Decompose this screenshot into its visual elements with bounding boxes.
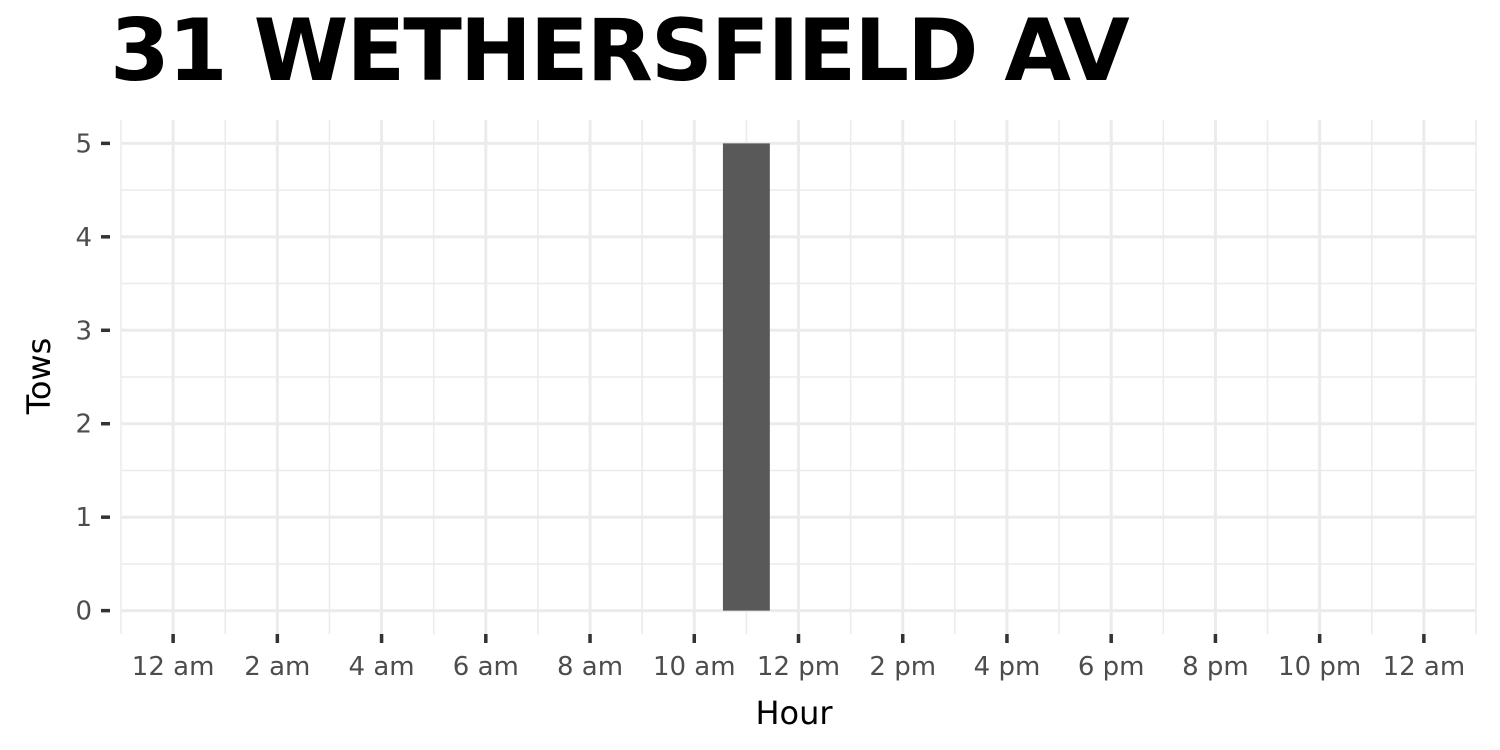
x-tick-label: 12 pm [757,652,840,682]
x-tick-label: 4 am [349,652,415,682]
x-tick-label: 10 am [653,652,736,682]
y-tick-label: 0 [75,597,92,627]
x-axis: 12 am 2 am 4 am 6 am 8 am 10 am 12 pm 2 pm 4 pm 6… [132,634,1465,682]
x-tick-label: 6 am [453,652,519,682]
chart-title: 31 WETHERSFIELD AV [110,1,1130,101]
y-tick-label: 5 [75,129,92,159]
x-tick-label: 4 pm [974,652,1041,682]
x-tick-label: 12 am [1383,652,1466,682]
x-tick-label: 6 pm [1078,652,1145,682]
y-axis: 0 1 2 3 4 5 [75,129,110,627]
x-tick-label: 2 am [244,652,310,682]
x-tick-label: 12 am [132,652,215,682]
x-tick-label: 10 pm [1278,652,1361,682]
y-tick-label: 2 [75,410,92,440]
bar [722,143,770,611]
x-axis-title: Hour [755,694,833,732]
x-tick-label: 8 am [557,652,623,682]
y-axis-title: Tows [20,338,58,416]
y-tick-label: 3 [75,316,92,346]
x-tick-label: 8 pm [1182,652,1249,682]
x-tick-label: 2 pm [869,652,936,682]
y-tick-label: 1 [75,503,92,533]
y-tick-label: 4 [75,223,92,253]
bar-series [722,143,770,611]
grid-lines [120,120,1477,634]
